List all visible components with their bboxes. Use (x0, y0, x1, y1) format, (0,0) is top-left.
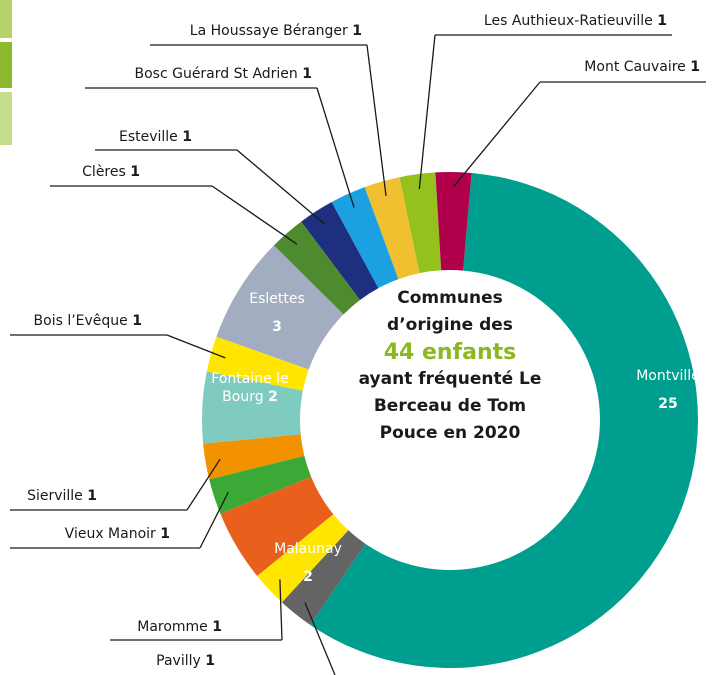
category-name: Bois l’Evêque (33, 313, 128, 329)
value-label: 1 (302, 66, 312, 82)
leader-line (366, 44, 387, 196)
category-name: Eslettes (249, 291, 305, 307)
slice (220, 476, 334, 576)
leader-line (199, 491, 229, 549)
decor (0, 0, 12, 38)
slice (281, 530, 366, 625)
slice-label: Les Authieux-Ratieuville 1 (484, 12, 667, 30)
value-label: 25 (658, 396, 678, 412)
value-label: 1 (132, 313, 142, 329)
slice-label: Vieux Manoir 1 (65, 525, 170, 543)
value-label: 3 (272, 319, 282, 335)
leader-line (316, 87, 355, 208)
category-name: Esteville (118, 129, 178, 145)
leader-line (166, 334, 226, 359)
slice (310, 172, 698, 668)
leader-line (418, 34, 436, 189)
slice-label: La Houssaye Béranger 1 (190, 22, 362, 40)
slice-label: Fontaine le Bourg 2 (200, 370, 300, 406)
category-name: Les Authieux-Ratieuville (483, 13, 653, 29)
value-label: 1 (212, 619, 222, 635)
value-label: 2 (268, 389, 278, 405)
slice-label: Clères 1 (82, 163, 140, 181)
value-label: 2 (303, 569, 313, 585)
slice (331, 187, 399, 289)
slice-label: Mont Cauvaire 1 (584, 58, 700, 76)
value-label: 1 (160, 526, 170, 542)
subtitle: ayant fréquenté Le Berceau de Tom Pouce … (358, 369, 542, 443)
category-name: Fontaine le Bourg (211, 371, 289, 405)
slice (364, 177, 420, 280)
slice-label: Montville 25 (628, 362, 708, 418)
value-label: 1 (205, 653, 215, 669)
value-label: 1 (352, 23, 362, 39)
category-name: Bosc Guérard St Adrien (134, 66, 298, 82)
slice (209, 455, 312, 514)
value-label: 1 (87, 488, 97, 504)
slice (399, 172, 442, 274)
value-label: 1 (690, 59, 700, 75)
category-name: Clères (82, 164, 126, 180)
slice-label: Bois l’Evêque 1 (34, 312, 142, 330)
slice-label: Bosc Guérard St Adrien 1 (134, 65, 312, 83)
leader-line (452, 81, 541, 188)
slice-label: Esteville 1 (119, 128, 192, 146)
category-name: Mont Cauvaire (584, 59, 686, 75)
slice-label: Eslettes 3 (237, 285, 317, 341)
leader-line (186, 458, 221, 511)
leader-line (236, 149, 325, 225)
category-name: Montville (636, 368, 700, 384)
value-label: 1 (130, 164, 140, 180)
value-label: 1 (182, 129, 192, 145)
slice-label: Pavilly 1 (156, 652, 215, 670)
value-label: 1 (657, 13, 667, 29)
leader-line (279, 579, 283, 641)
slice (216, 245, 344, 370)
category-name: Vieux Manoir (64, 526, 156, 542)
leader-line (304, 602, 336, 675)
category-name: Malaunay (274, 541, 342, 557)
title: Communes d’origine des (387, 288, 513, 335)
slice-label: Sierville 1 (27, 487, 97, 505)
category-name: Maromme (137, 619, 208, 635)
category-name: La Houssaye Béranger (189, 23, 348, 39)
slice (203, 434, 305, 480)
decor (0, 92, 12, 145)
leader-line (211, 185, 298, 245)
slice-label: Malaunay 2 (268, 535, 348, 591)
slice (202, 371, 303, 444)
decor (0, 42, 12, 88)
center-text: Communes d’origine des 44 enfants ayant fr… (352, 285, 548, 447)
slice (273, 221, 361, 315)
slice-label: Maromme 1 (137, 618, 222, 636)
category-name: Sierville (27, 488, 83, 504)
slice (435, 171, 472, 271)
slice (206, 336, 309, 391)
highlight: 44 enfants (383, 340, 517, 365)
category-name: Pavilly (156, 653, 201, 669)
slice (301, 202, 379, 300)
